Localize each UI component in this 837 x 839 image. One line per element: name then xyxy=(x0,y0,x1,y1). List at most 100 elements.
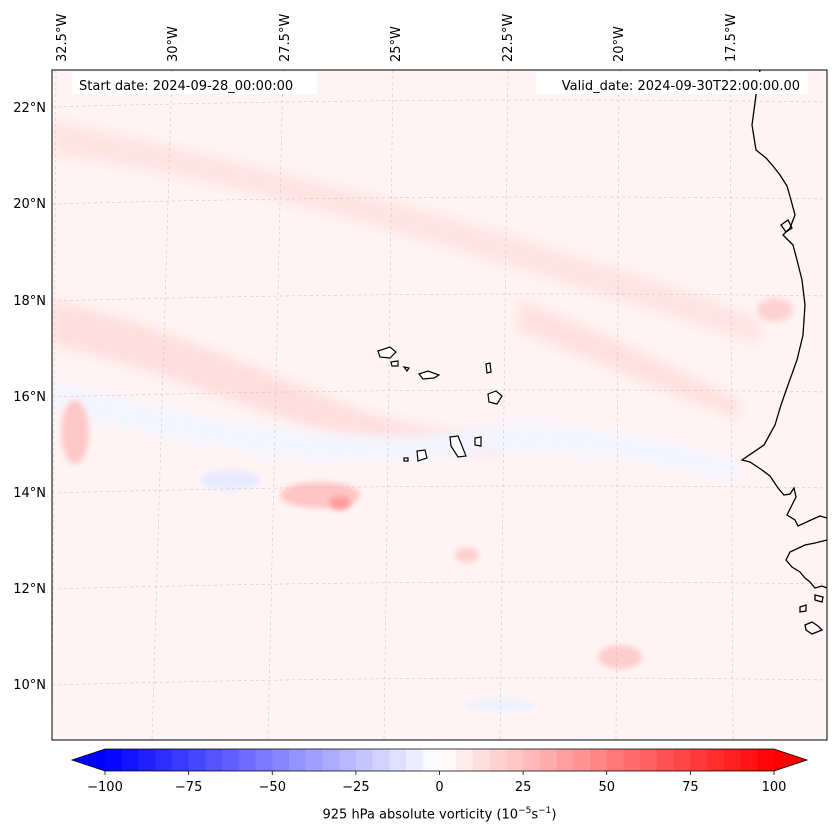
colorbar-block xyxy=(272,749,290,771)
colorbar-block xyxy=(489,749,508,771)
island-sao-vicente xyxy=(390,360,399,367)
colorbar-block xyxy=(406,749,424,771)
lon-label-32-5w: 32.5°W xyxy=(55,14,70,62)
colorbar-block xyxy=(322,749,340,771)
colorbar-block xyxy=(757,749,775,771)
positive-vorticity-band-nw xyxy=(52,120,760,345)
background-field xyxy=(52,70,827,740)
colorbar-tick-label: 50 xyxy=(598,780,615,795)
lon-label-25w: 25°W xyxy=(389,26,404,62)
colorbar-block xyxy=(640,749,658,771)
colorbar-block xyxy=(590,749,608,771)
coastline-guinea xyxy=(804,621,824,635)
colorbar-block xyxy=(707,749,725,771)
island-sao-nicolau xyxy=(417,370,441,380)
island-brava xyxy=(403,457,409,462)
vorticity-max-near-10-5n-20w xyxy=(598,645,642,669)
colorbar-block xyxy=(222,749,240,771)
colorbar-label-prefix: 925 hPa absolute vorticity (10 xyxy=(322,807,519,823)
colorbar-label-suffix: ) xyxy=(551,807,557,823)
colorbar-block xyxy=(556,749,574,771)
lat-label-18n: 18°N xyxy=(13,294,46,309)
colorbar-block xyxy=(723,749,742,771)
longitude-labels: 32.5°W 30°W 27.5°W 25°W 22.5°W 20°W 17.5… xyxy=(55,14,739,62)
colorbar-block xyxy=(171,749,190,771)
vorticity-patch-east-coast xyxy=(757,298,793,322)
colorbar-block xyxy=(656,749,675,771)
colorbar-block xyxy=(740,749,758,771)
colorbar-tick-label: −25 xyxy=(342,780,369,795)
valid-date-label: Valid_date: 2024-09-30T22:00:00.00 xyxy=(562,79,800,94)
island-santiago xyxy=(449,435,467,458)
colorbar: −100 −75 −50 −25 0 25 50 75 100 xyxy=(70,748,809,795)
island-boa-vista xyxy=(487,390,503,405)
lon-label-27-5w: 27.5°W xyxy=(278,14,293,62)
colorbar-block xyxy=(573,749,591,771)
coastline-gambia-guinea xyxy=(785,539,827,589)
negative-vorticity-band xyxy=(52,380,740,480)
negative-patch-south xyxy=(465,698,535,712)
start-date-box xyxy=(72,72,317,94)
plot-frame xyxy=(51,69,828,741)
colorbar-block xyxy=(439,749,457,771)
colorbar-block xyxy=(623,749,641,771)
island-bijagos xyxy=(814,594,824,603)
colorbar-label-exp1: −5 xyxy=(518,806,532,816)
colorbar-block xyxy=(456,749,474,771)
colorbar-block xyxy=(205,749,223,771)
colorbar-ticks: −100 −75 −50 −25 0 25 50 75 100 xyxy=(87,771,786,795)
colorbar-tick-label: −75 xyxy=(175,780,202,795)
lon-label-20w: 20°W xyxy=(612,26,627,62)
valid-date-box xyxy=(536,72,808,94)
colorbar-block xyxy=(188,749,206,771)
colorbar-tick-label: −100 xyxy=(87,780,123,795)
colorbar-block xyxy=(339,749,357,771)
colorbar-min-extend xyxy=(72,749,105,771)
colorbar-tick-label: 0 xyxy=(435,780,443,795)
cape-verde-islands xyxy=(377,346,503,462)
colorbar-block xyxy=(606,749,625,771)
colorbar-block xyxy=(105,749,123,771)
island-guinea-west xyxy=(799,604,807,613)
colorbar-block xyxy=(288,749,307,771)
colorbar-block xyxy=(155,749,173,771)
colorbar-block xyxy=(506,749,524,771)
colorbar-label-unit: s xyxy=(531,807,539,823)
island-fogo xyxy=(416,449,428,462)
lon-label-30w: 30°W xyxy=(166,26,181,62)
colorbar-block xyxy=(523,749,541,771)
lat-label-10n: 10°N xyxy=(13,678,46,693)
colorbar-block xyxy=(255,749,273,771)
colorbar-label: 925 hPa absolute vorticity (10−5s−1) xyxy=(52,806,827,822)
colorbar-block xyxy=(305,749,324,771)
vorticity-max-core xyxy=(329,496,351,510)
positive-vorticity-band-east xyxy=(515,300,740,420)
island-santo-antao xyxy=(377,346,397,359)
colorbar-tick-label: 100 xyxy=(762,780,787,795)
lat-label-20n: 20°N xyxy=(13,197,46,212)
colorbar-block xyxy=(121,749,140,771)
island-maio xyxy=(474,436,482,447)
colorbar-blocks xyxy=(105,749,775,771)
colorbar-block xyxy=(238,749,257,771)
colorbar-block xyxy=(422,749,441,771)
lon-label-22-5w: 22.5°W xyxy=(501,14,516,62)
island-santa-luzia xyxy=(402,366,410,373)
lat-label-22n: 22°N xyxy=(13,101,46,116)
west-african-coast xyxy=(740,70,827,635)
lon-label-17-5w: 17.5°W xyxy=(724,14,739,62)
vorticity-max-near-15n-32w xyxy=(61,400,89,464)
colorbar-tick-label: 25 xyxy=(515,780,532,795)
colorbar-block xyxy=(355,749,374,771)
colorbar-block xyxy=(389,749,407,771)
lat-label-16n: 16°N xyxy=(13,390,46,405)
colorbar-tick-label: 75 xyxy=(682,780,699,795)
negative-vorticity-patch xyxy=(200,470,260,490)
island-sal xyxy=(485,362,492,374)
colorbar-block xyxy=(539,749,558,771)
vorticity-patch-12-5n xyxy=(455,547,479,563)
map-plot-area: Start date: 2024-09-28_00:00:00 Valid_da… xyxy=(52,70,827,740)
colorbar-block xyxy=(673,749,691,771)
colorbar-tick-label: −50 xyxy=(259,780,286,795)
